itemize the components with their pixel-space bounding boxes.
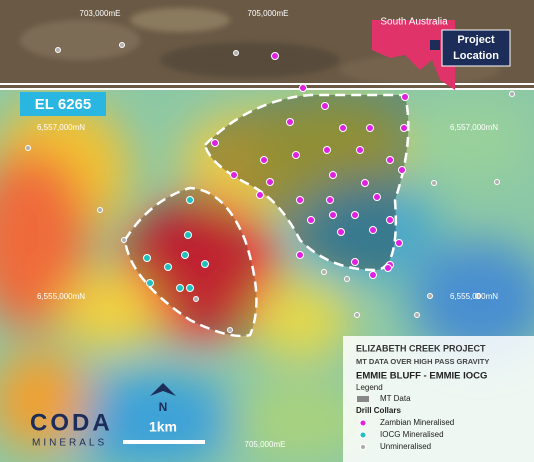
drill-collar <box>398 166 406 174</box>
grid-label: 703,000mE <box>80 9 121 18</box>
grid-label: 6,557,000mN <box>37 123 85 132</box>
scale-bar <box>123 440 205 444</box>
drill-collar <box>366 124 374 132</box>
drill-collar <box>260 156 268 164</box>
drill-collar <box>292 151 300 159</box>
drill-collar <box>494 179 500 185</box>
drill-collar <box>271 52 279 60</box>
drill-collar <box>351 211 359 219</box>
drill-collar <box>186 196 194 204</box>
drill-collar <box>184 231 192 239</box>
north-arrow: N <box>150 383 176 414</box>
drill-collar <box>509 91 515 97</box>
drill-collar <box>323 146 331 154</box>
inset-label: Location <box>453 50 499 62</box>
grid-label: 6,557,000mN <box>450 123 498 132</box>
grid-label: 6,555,000mN <box>37 292 85 301</box>
drill-collar <box>299 84 307 92</box>
drill-collar <box>227 327 233 333</box>
drill-collar <box>55 47 61 53</box>
drill-collar <box>373 193 381 201</box>
drill-collar <box>296 196 304 204</box>
drill-collar <box>201 260 209 268</box>
drill-collars <box>25 42 515 333</box>
drill-collar <box>296 251 304 259</box>
legend-label: Legend <box>356 383 383 392</box>
drill-collar <box>356 146 364 154</box>
legend-title: ELIZABETH CREEK PROJECT <box>356 343 486 353</box>
drill-collar <box>361 179 369 187</box>
drill-collar <box>186 284 194 292</box>
drill-collar <box>386 216 394 224</box>
legend-item: Zambian Mineralised <box>380 418 454 427</box>
drill-collar <box>146 279 154 287</box>
logo-tagline: MINERALS <box>32 438 107 449</box>
drill-collar <box>414 312 420 318</box>
legend-item: MT Data <box>380 394 411 403</box>
drill-collar <box>427 293 433 299</box>
inset-label: Project <box>457 34 495 46</box>
drill-collar <box>143 254 151 262</box>
drill-collar <box>475 293 481 299</box>
drill-collar <box>321 269 327 275</box>
logo-name: CODA <box>30 409 113 436</box>
drill-collar <box>181 251 189 259</box>
drill-collar <box>401 93 409 101</box>
drill-collar <box>211 139 219 147</box>
drill-collar <box>121 237 127 243</box>
drill-collar <box>339 124 347 132</box>
drill-collar <box>266 178 274 186</box>
legend-item: Unmineralised <box>380 442 431 451</box>
legend-subtitle: MT DATA OVER HIGH PASS GRAVITY <box>356 357 489 366</box>
grid-label: 705,000mE <box>245 440 286 449</box>
drill-collar <box>369 271 377 279</box>
drill-collar <box>386 156 394 164</box>
drill-collar <box>176 284 184 292</box>
drill-collar <box>97 207 103 213</box>
north-label: N <box>159 400 168 414</box>
drill-collar <box>193 296 199 302</box>
drill-collar <box>329 211 337 219</box>
grid-label: 705,000mE <box>248 9 289 18</box>
drill-collar <box>354 312 360 318</box>
legend-item: IOCG Mineralised <box>380 430 444 439</box>
drill-collar <box>395 239 403 247</box>
drill-collar <box>431 180 437 186</box>
inset-region: South Australia <box>380 17 448 28</box>
drill-collar <box>164 263 172 271</box>
tenement-badge <box>20 92 106 116</box>
drill-collar <box>256 191 264 199</box>
drill-collar <box>384 264 392 272</box>
drill-collar <box>329 171 337 179</box>
drill-collar <box>233 50 239 56</box>
drill-collar <box>119 42 125 48</box>
drill-collar <box>369 226 377 234</box>
drill-collar <box>337 228 345 236</box>
mt-heatmap <box>0 90 534 462</box>
drill-collar <box>25 145 31 151</box>
legend-heading: EMMIE BLUFF - EMMIE IOCG <box>356 371 487 382</box>
inset: South Australia Project Location <box>372 17 511 90</box>
drill-collar <box>321 102 329 110</box>
tenement-label: EL 6265 <box>35 96 91 113</box>
legend-label: Drill Collars <box>356 406 401 415</box>
scale-label: 1km <box>149 419 177 435</box>
drill-collar <box>344 276 350 282</box>
drill-collar <box>326 196 334 204</box>
drill-collar <box>400 124 408 132</box>
drill-collar <box>307 216 315 224</box>
drill-collar <box>230 171 238 179</box>
grid-label: 6,555,000mN <box>450 292 498 301</box>
drill-collar <box>351 258 359 266</box>
drill-collar <box>286 118 294 126</box>
legend: ELIZABETH CREEK PROJECT MT DATA OVER HIG… <box>343 336 534 462</box>
